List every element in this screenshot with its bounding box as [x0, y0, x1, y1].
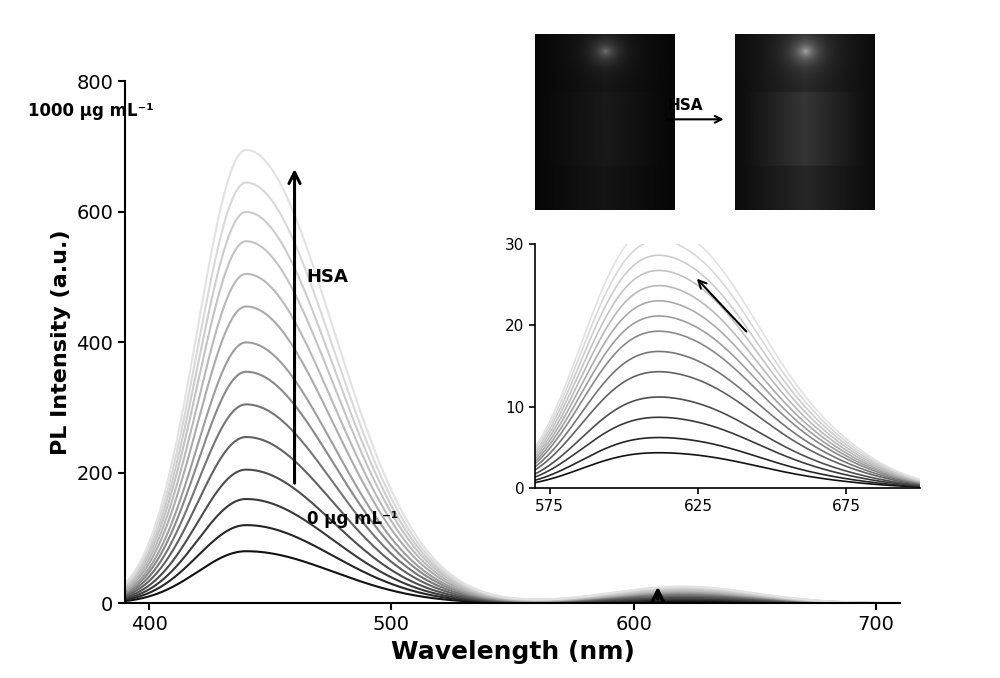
Text: 1000 μg mL⁻¹: 1000 μg mL⁻¹	[28, 102, 154, 120]
Text: 0 μg mL⁻¹: 0 μg mL⁻¹	[307, 510, 398, 527]
X-axis label: Wavelength (nm): Wavelength (nm)	[391, 640, 634, 664]
Text: HSA: HSA	[307, 268, 349, 286]
Text: HSA: HSA	[667, 98, 703, 113]
Y-axis label: PL Intensity (a.u.): PL Intensity (a.u.)	[51, 230, 71, 455]
